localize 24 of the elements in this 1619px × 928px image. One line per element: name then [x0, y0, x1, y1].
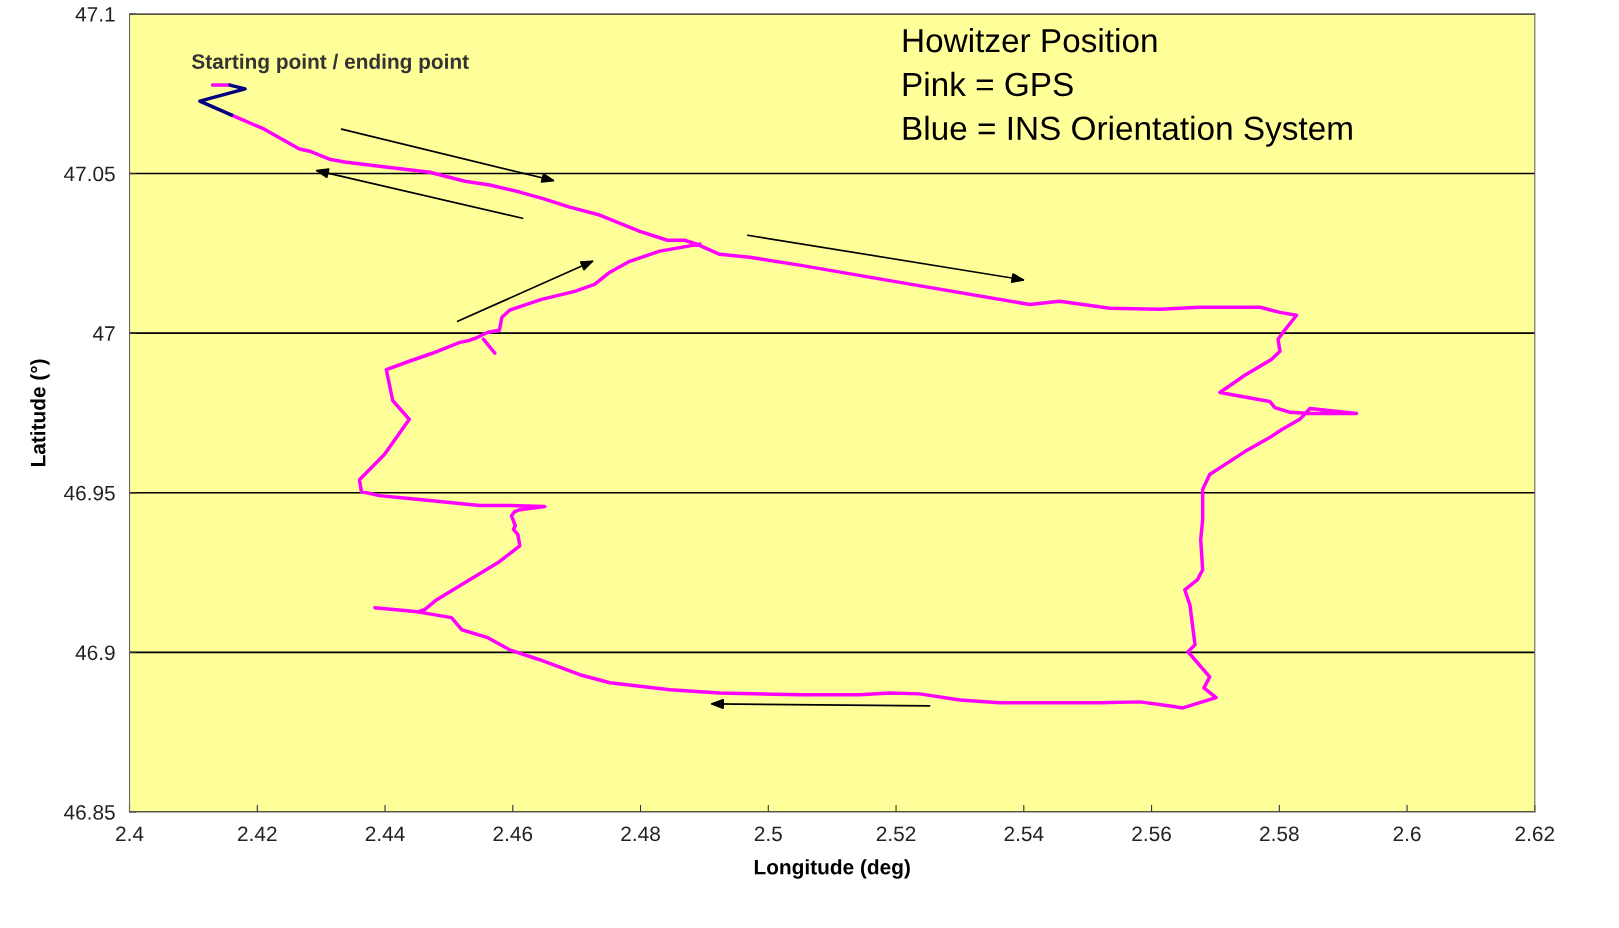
annotation: Howitzer Position	[903, 27, 1157, 53]
annotation: Starting point / ending point	[191, 53, 469, 74]
x-tick-label: 2.56	[1132, 826, 1171, 842]
x-tick-label: 2.4	[116, 826, 144, 841]
x-tick-label: 2.42	[238, 826, 277, 841]
y-tick-label: 46.9	[75, 645, 115, 661]
x-tick-label: 2.58	[1260, 826, 1299, 842]
x-tick-label: 2.62	[1515, 826, 1555, 842]
annotation: Pink = GPS	[903, 71, 1073, 97]
y-tick-label: 46.85	[63, 805, 115, 820]
x-tick-label: 2.44	[365, 826, 405, 841]
x-tick-label: 2.52	[876, 826, 916, 842]
x-tick-label: 2.48	[621, 826, 660, 842]
x-tick-label: 2.6	[1393, 826, 1421, 842]
x-tick-label: 2.46	[493, 826, 533, 842]
y-tick-label: 47.1	[75, 7, 115, 22]
x-tick-label: 2.5	[754, 826, 782, 842]
y-tick-label: 47	[92, 326, 115, 341]
x-tick-label: 2.54	[1004, 826, 1044, 842]
annotation: Blue = INS Orientation System	[903, 115, 1352, 147]
y-tick-label: 46.95	[63, 485, 115, 501]
y-tick-label: 47.05	[63, 166, 115, 182]
x-axis-title: Longitude (deg)	[754, 859, 910, 879]
y-axis-title: Latitude (°)	[30, 359, 50, 467]
